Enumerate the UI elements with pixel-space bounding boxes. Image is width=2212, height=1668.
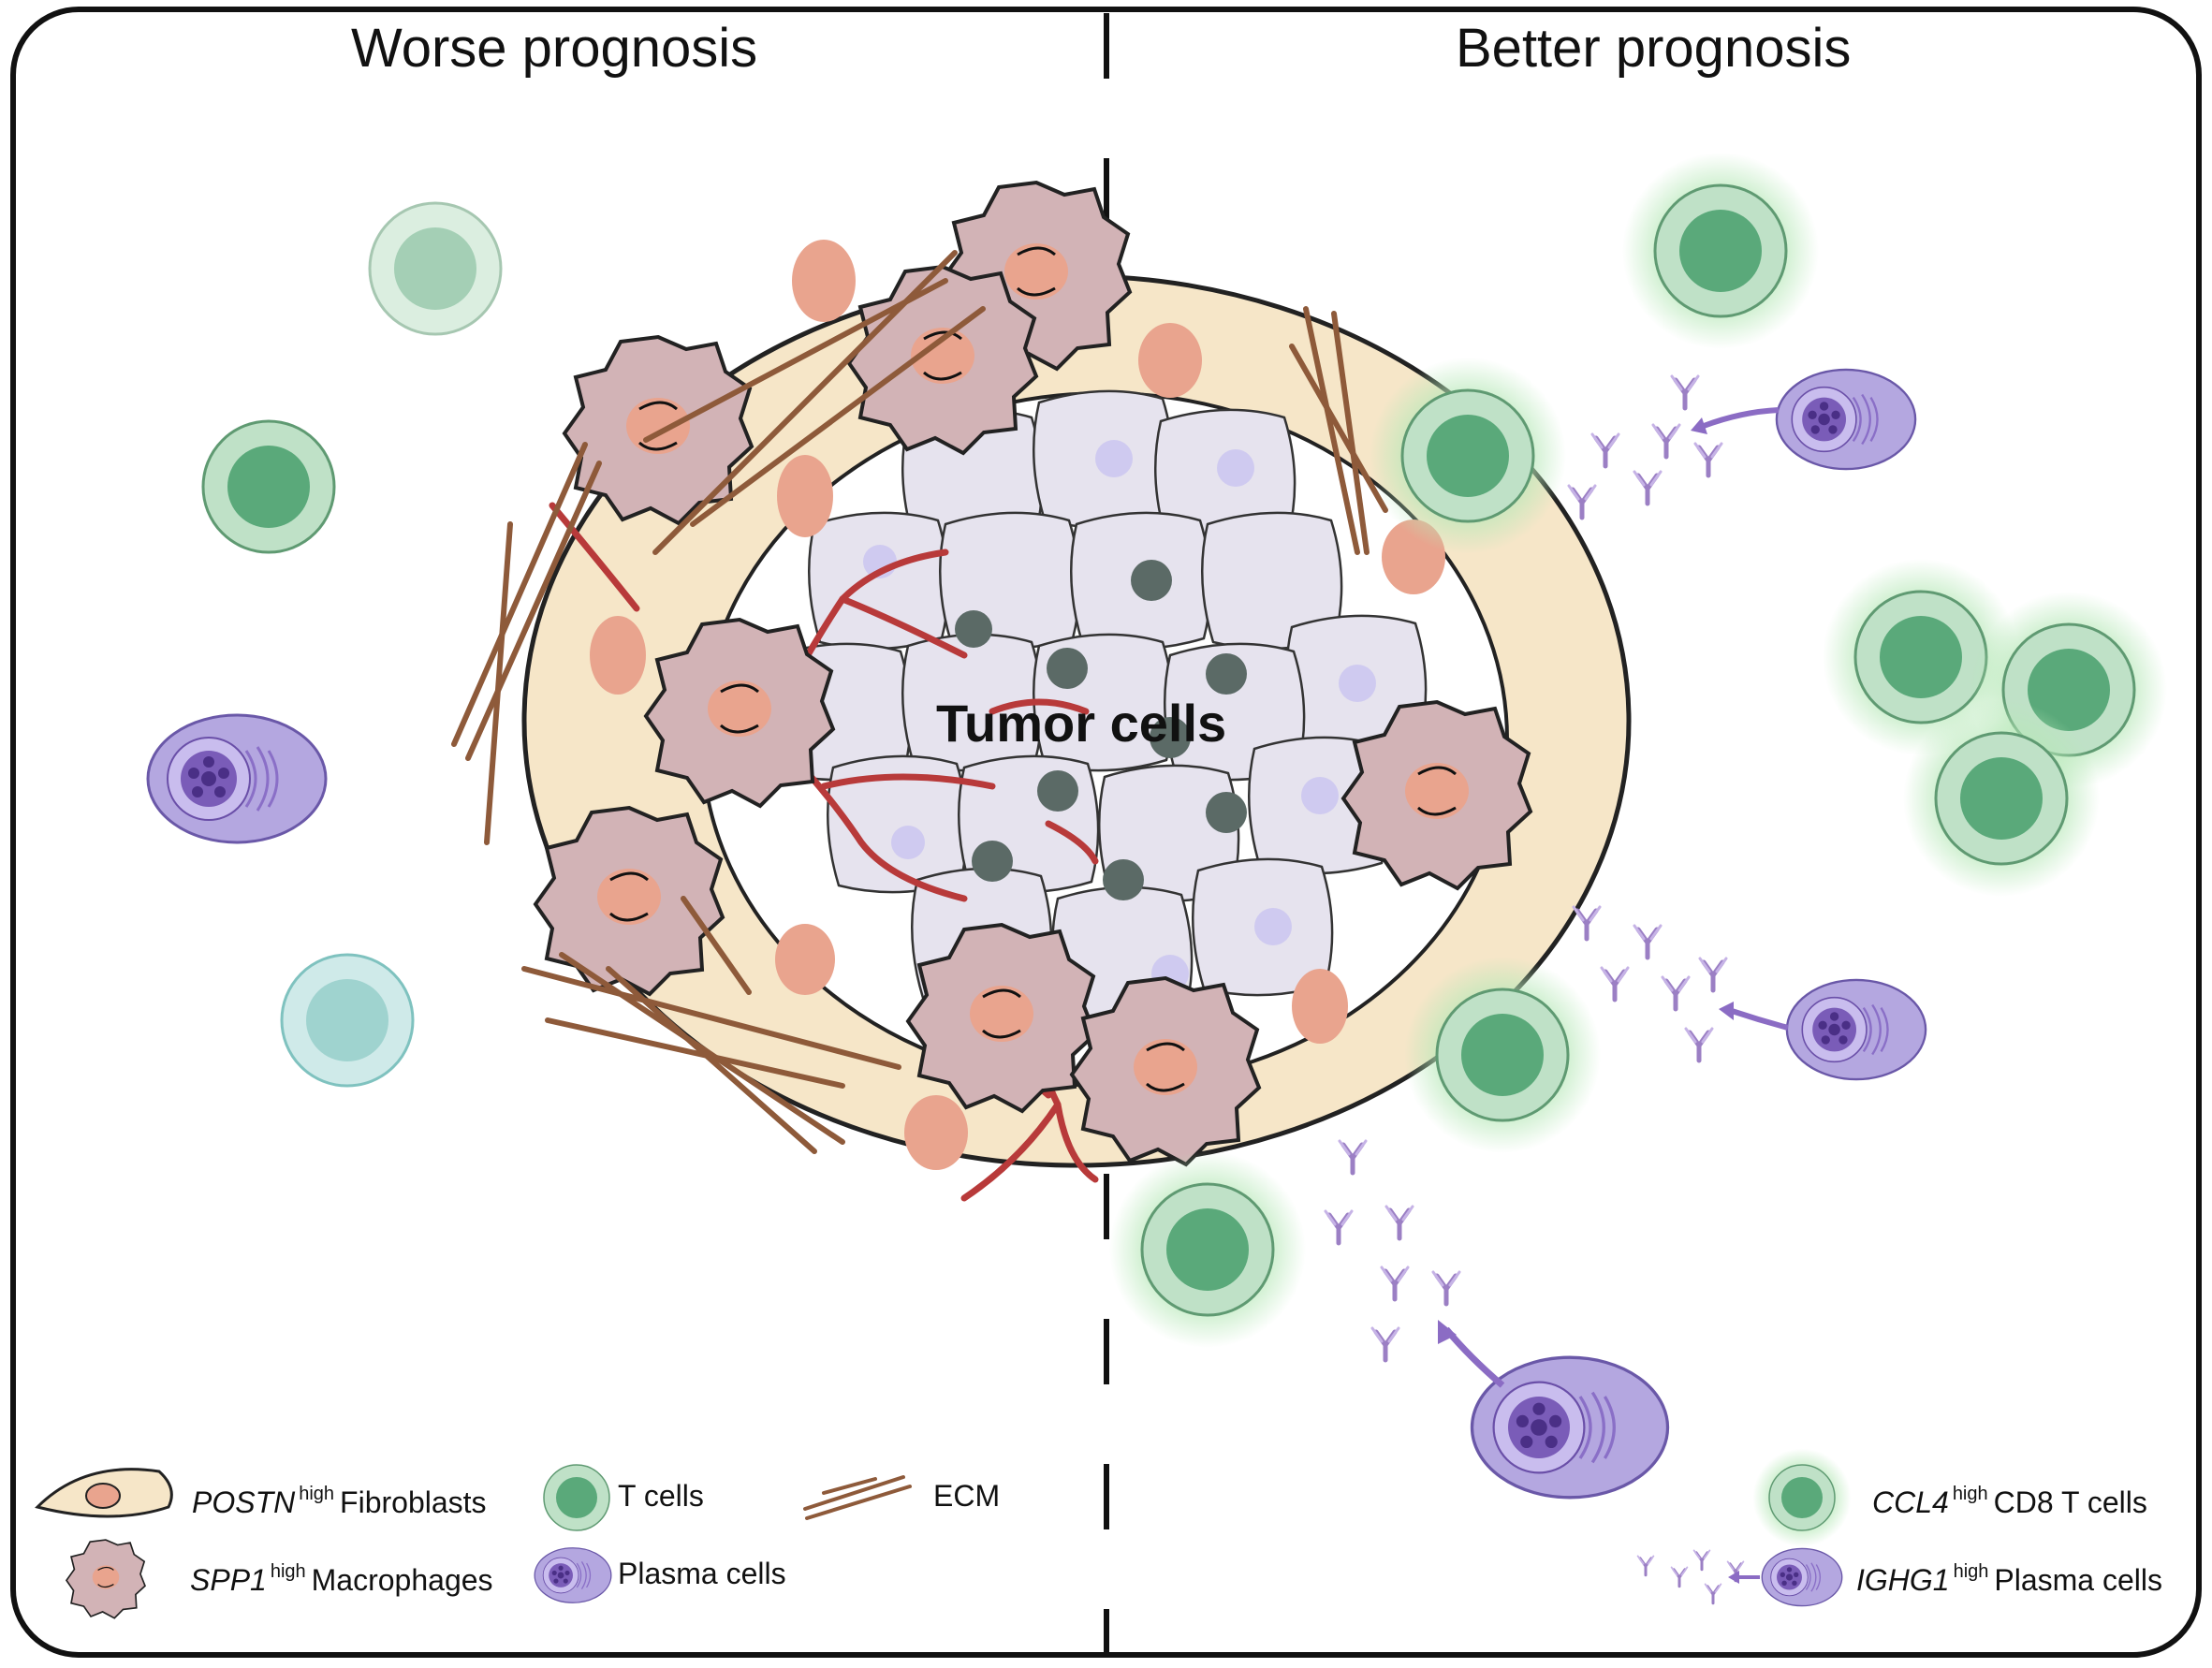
legend-macrophages: SPP1 high Macrophages bbox=[190, 1561, 493, 1598]
secretion-arrow bbox=[1702, 407, 1780, 429]
plasma-cell-icon bbox=[146, 713, 328, 844]
glowing-t-cell-icon bbox=[1752, 1448, 1852, 1547]
arrow-head bbox=[1719, 1002, 1734, 1020]
plasma-cell-icon bbox=[1775, 368, 1917, 471]
legend-sup: high bbox=[270, 1561, 306, 1582]
glowing-t-cell-icon bbox=[1109, 1151, 1306, 1348]
legend-gene: CCL4 bbox=[1872, 1485, 1949, 1519]
legend-gene: POSTN bbox=[192, 1485, 296, 1519]
glowing-t-cell-icon bbox=[1622, 153, 1819, 349]
t-cell-icon bbox=[280, 953, 415, 1088]
plasma-cell-icon bbox=[1785, 978, 1927, 1081]
legend-name: Plasma cells bbox=[1994, 1563, 2162, 1597]
arrow-head bbox=[1438, 1320, 1457, 1344]
tumor-cells-label: Tumor cells bbox=[936, 694, 1227, 753]
legend-name: Macrophages bbox=[311, 1563, 493, 1597]
legend-gene: SPP1 bbox=[190, 1563, 267, 1597]
plasma-cell-icon bbox=[1470, 1355, 1670, 1500]
plasma-cell-icon bbox=[534, 1547, 612, 1603]
legend-gene: IGHG1 bbox=[1856, 1563, 1950, 1597]
glowing-t-cell-icon bbox=[1903, 700, 2100, 897]
legend-sup: high bbox=[1953, 1561, 1989, 1582]
arrow-head bbox=[1728, 1571, 1739, 1584]
ecm-icon bbox=[803, 1475, 912, 1520]
legend-name: Fibroblasts bbox=[340, 1485, 487, 1519]
title-better-prognosis: Better prognosis bbox=[1456, 18, 1852, 79]
legend-t-cells: T cells bbox=[618, 1479, 704, 1513]
legend-sup: high bbox=[299, 1484, 335, 1504]
title-worse-prognosis: Worse prognosis bbox=[351, 18, 758, 79]
t-cell-icon bbox=[543, 1464, 610, 1531]
arrow-head bbox=[1691, 417, 1707, 434]
t-cell-icon bbox=[368, 201, 503, 336]
glowing-t-cell-icon bbox=[1404, 957, 1601, 1153]
secretion-arrow bbox=[1731, 1008, 1789, 1031]
legend-sup: high bbox=[1952, 1484, 1988, 1504]
glowing-t-cell-icon bbox=[1370, 358, 1566, 554]
plasma-cell-icon bbox=[1761, 1547, 1843, 1607]
legend-plasma-cells: Plasma cells bbox=[618, 1557, 786, 1590]
legend-ighg1-plasma: IGHG1 high Plasma cells bbox=[1856, 1561, 2162, 1598]
legend-fibroblasts: POSTN high Fibroblasts bbox=[192, 1484, 487, 1520]
ecm-fibers bbox=[451, 250, 1388, 1154]
fibroblast-icon bbox=[35, 1468, 173, 1518]
legend-ecm: ECM bbox=[933, 1479, 1001, 1513]
tumor-mass bbox=[451, 181, 1632, 1202]
t-cell-icon bbox=[201, 419, 336, 554]
legend-name: CD8 T cells bbox=[1993, 1485, 2147, 1519]
legend-ccl4-cd8: CCL4 high CD8 T cells bbox=[1872, 1484, 2147, 1520]
